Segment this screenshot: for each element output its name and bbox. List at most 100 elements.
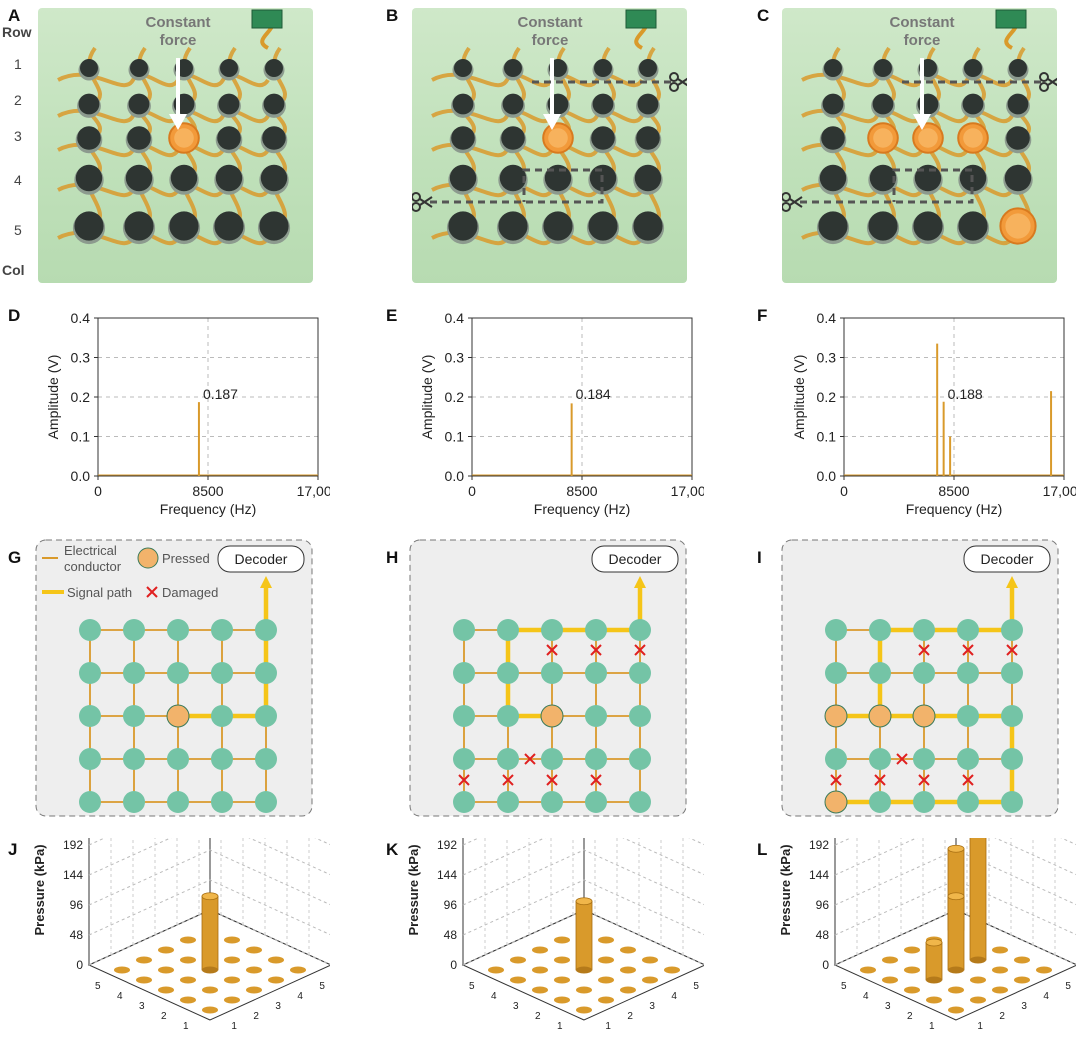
- row-tick-label: 2: [907, 1011, 913, 1022]
- floor-marker: [554, 976, 570, 984]
- pressed-node: [868, 704, 892, 728]
- circuit-board: [251, 9, 283, 29]
- decoder-arrow-head: [634, 576, 646, 588]
- sensor-node: [501, 126, 525, 150]
- sensor-node: [211, 662, 233, 684]
- pressure-bar-base: [202, 966, 218, 974]
- z-tick-label: 48: [816, 928, 830, 942]
- floor-marker: [224, 956, 240, 964]
- floor-marker: [510, 976, 526, 984]
- y-axis-label: Amplitude (V): [45, 355, 61, 440]
- sensor-node: [819, 164, 847, 192]
- legend-damaged-label: Damaged: [162, 585, 218, 600]
- floor-marker: [180, 976, 196, 984]
- floor-marker: [576, 1006, 592, 1014]
- sensor-node: [585, 662, 607, 684]
- damaged-mark: [590, 644, 602, 656]
- floor-marker: [598, 936, 614, 944]
- sensor-node: [454, 59, 472, 77]
- sensor-node: [79, 748, 101, 770]
- panel-letter-l: L: [757, 840, 768, 859]
- sensor-node: [80, 59, 98, 77]
- pressure-bar-base: [948, 966, 964, 974]
- sensor-node: [124, 211, 154, 241]
- wall-grid: [462, 849, 704, 906]
- floor-marker: [224, 976, 240, 984]
- sensor-node: [957, 748, 979, 770]
- sensor-node: [79, 791, 101, 813]
- sensor-node: [585, 619, 607, 641]
- damaged-x: [962, 774, 974, 786]
- y-tick-label: 0.3: [71, 350, 91, 366]
- force-arrow-head: [913, 114, 931, 130]
- z-tick-label: 0: [822, 958, 829, 972]
- pressure-bar-top: [947, 844, 965, 853]
- x-axis-label: Frequency (Hz): [534, 501, 630, 517]
- panel-letter-a: A: [8, 6, 21, 25]
- sensor-node: [211, 619, 233, 641]
- z-tick-label: 0: [76, 958, 83, 972]
- col-tick-label: 1: [605, 1021, 611, 1032]
- pressure-bar: [201, 895, 219, 971]
- decoder-box: [591, 545, 679, 573]
- floor-marker: [598, 956, 614, 964]
- floor-marker: [532, 966, 548, 974]
- x-axis-label: Frequency (Hz): [906, 501, 1002, 517]
- row-tick-label: 4: [863, 991, 869, 1002]
- circuit-board: [625, 9, 657, 29]
- floor-marker: [926, 996, 942, 1004]
- y-axis-label: Amplitude (V): [791, 355, 807, 440]
- sensor-node: [127, 126, 151, 150]
- sensor-node: [592, 93, 614, 115]
- floor-marker: [202, 986, 218, 994]
- panel-letter-d: D: [8, 306, 21, 325]
- row-tick-label: 3: [513, 1001, 519, 1012]
- sensor-node-pressed-center: [963, 128, 983, 148]
- row-tick-label: 3: [139, 1001, 145, 1012]
- sensor-node: [541, 619, 563, 641]
- col-tick-label: 1: [977, 1021, 983, 1032]
- sensor-node: [913, 791, 935, 813]
- floor-marker: [114, 966, 130, 974]
- photo-a-title-line2: force: [159, 32, 197, 49]
- row-tick-label: 1: [557, 1021, 563, 1032]
- sensor-node: [448, 211, 478, 241]
- row-tick-label: 2: [161, 1011, 167, 1022]
- floor-marker: [158, 946, 174, 954]
- scissors-handle: [669, 82, 679, 92]
- spectrum-chart-d: 0.0 0.1 0.2 0.3 0.4 0 8500 17,000 Frequency (Hz)…: [45, 310, 330, 517]
- x-tick-label: 0: [468, 483, 476, 499]
- panel-letter-i: I: [757, 548, 762, 567]
- floor-marker: [158, 966, 174, 974]
- sensor-node: [260, 164, 288, 192]
- z-axis-label: Pressure (kPa): [406, 844, 421, 935]
- photo-b-title: Constant force: [510, 14, 590, 50]
- floor-marker: [576, 986, 592, 994]
- floor-marker: [642, 956, 658, 964]
- scissors-icon: [1039, 72, 1057, 92]
- damaged-mark: [962, 644, 974, 656]
- scissors-icon: [782, 192, 803, 212]
- panel-letter-g: G: [8, 548, 22, 567]
- row-tick-label: 2: [535, 1011, 541, 1022]
- sensor-node: [167, 662, 189, 684]
- pressure-bar-top: [947, 892, 965, 901]
- z-tick-label: 192: [437, 838, 457, 852]
- x-tick-label: 17,000: [297, 483, 330, 499]
- sensor-node: [964, 59, 982, 77]
- damaged-mark: [1006, 644, 1018, 656]
- damaged-mark: [458, 774, 470, 786]
- x-tick-label: 17,000: [671, 483, 704, 499]
- floor-marker: [992, 966, 1008, 974]
- sensor-node: [123, 705, 145, 727]
- wall-grid: [88, 879, 330, 936]
- sensor-node: [265, 59, 283, 77]
- scissors-handle: [782, 192, 791, 202]
- floor-marker: [904, 946, 920, 954]
- sensor-node: [818, 211, 848, 241]
- damaged-mark: [874, 774, 886, 786]
- damaged-x: [1006, 644, 1018, 656]
- col-tick-label: 3: [1021, 1001, 1027, 1012]
- sensor-node: [255, 705, 277, 727]
